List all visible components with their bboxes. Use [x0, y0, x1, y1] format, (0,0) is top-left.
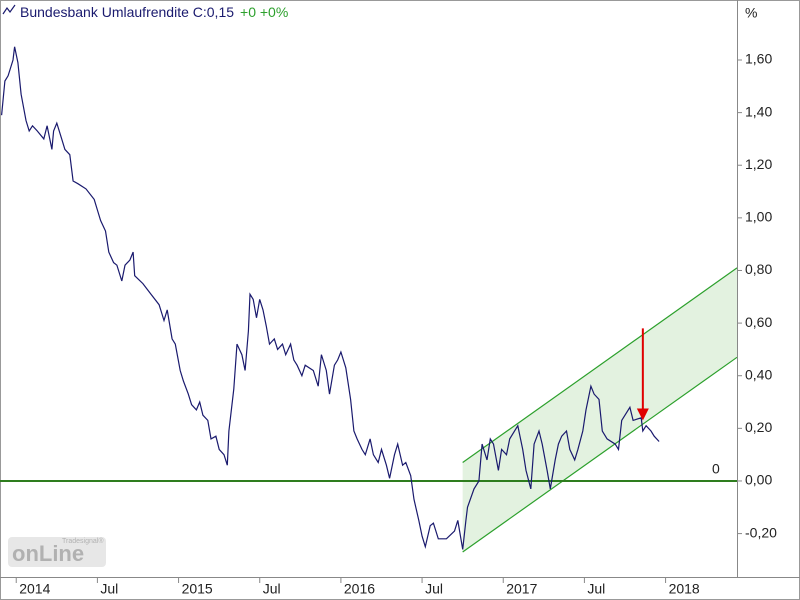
y-axis-unit: %: [745, 5, 757, 21]
x-tick-label: 2014: [19, 581, 50, 597]
y-tick-label: 1,20: [745, 156, 772, 172]
y-tick-label: 0,40: [745, 366, 772, 382]
x-tick-label: 2018: [669, 581, 700, 597]
title-text: Bundesbank Umlaufrendite C:0,15: [20, 4, 234, 20]
chart-title: Bundesbank Umlaufrendite C:0,15 +0 +0%: [20, 4, 288, 20]
x-tick-label: Jul: [100, 581, 118, 597]
price-line: [1, 46, 660, 550]
zero-label: 0: [712, 461, 720, 477]
legend-icon: [2, 4, 16, 15]
channel-lower: [462, 356, 738, 553]
y-tick-label: -0,20: [745, 524, 777, 540]
x-tick-label: Jul: [587, 581, 605, 597]
y-tick-label: 0,60: [745, 314, 772, 330]
y-tick-label: 0,20: [745, 419, 772, 435]
arrow-head: [636, 408, 649, 421]
x-tick-label: Jul: [263, 581, 281, 597]
y-tick-label: 1,00: [745, 209, 772, 225]
y-tick-label: 0,00: [745, 472, 772, 488]
x-tick-label: 2016: [344, 581, 375, 597]
y-tick-label: 1,60: [745, 51, 772, 67]
watermark: Tradesignal® onLine: [8, 537, 106, 567]
y-tick-label: 0,80: [745, 261, 772, 277]
y-tick-label: 1,40: [745, 103, 772, 119]
plot-area: [0, 46, 738, 553]
x-tick-label: 2017: [506, 581, 537, 597]
x-tick-label: 2015: [182, 581, 213, 597]
channel-upper: [462, 267, 738, 464]
title-change: +0 +0%: [240, 4, 288, 20]
watermark-logo: onLine: [12, 541, 84, 566]
x-tick-label: Jul: [425, 581, 443, 597]
watermark-box: [8, 537, 106, 567]
watermark-brand: Tradesignal®: [62, 537, 104, 545]
